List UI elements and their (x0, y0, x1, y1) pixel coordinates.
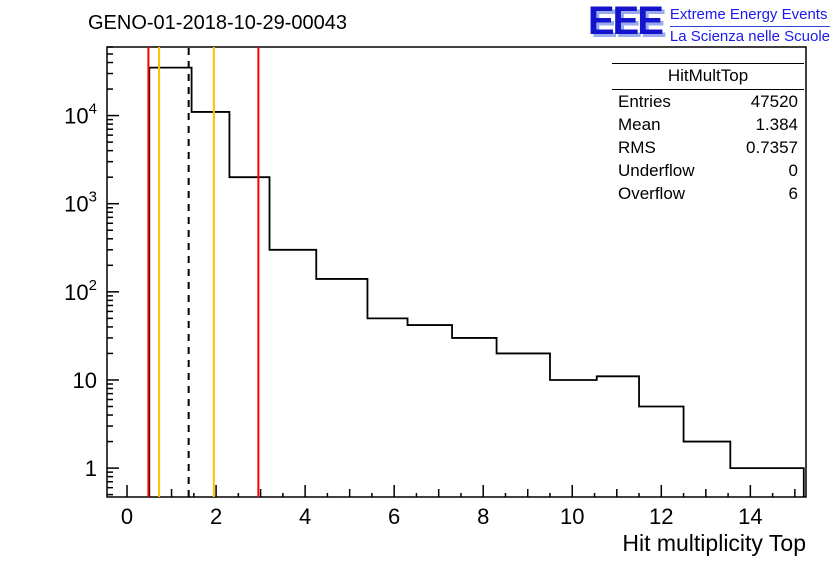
svg-text:8: 8 (477, 504, 489, 529)
stats-label: RMS (618, 138, 656, 157)
stats-row-entries: Entries 47520 (612, 90, 804, 113)
stats-box: HitMultTop Entries 47520 Mean 1.384 RMS … (612, 63, 804, 205)
stats-value: 1.384 (755, 115, 798, 134)
stats-box-title: HitMultTop (612, 64, 804, 90)
svg-text:102: 102 (64, 277, 97, 305)
stats-row-mean: Mean 1.384 (612, 113, 804, 136)
svg-text:10: 10 (560, 504, 584, 529)
stats-row-overflow: Overflow 6 (612, 182, 804, 205)
stats-row-rms: RMS 0.7357 (612, 136, 804, 159)
svg-text:103: 103 (64, 189, 97, 217)
eee-logo-acronym: EEE (587, 0, 664, 43)
plot-title: GENO-01-2018-10-29-00043 (88, 12, 348, 34)
stats-value: 0.7357 (746, 138, 798, 157)
svg-text:104: 104 (64, 101, 97, 129)
stats-value: 47520 (750, 92, 798, 111)
stats-row-underflow: Underflow 0 (612, 159, 804, 182)
svg-text:10: 10 (73, 368, 97, 393)
svg-text:14: 14 (738, 504, 762, 529)
svg-text:0: 0 (121, 504, 133, 529)
stats-label: Mean (618, 115, 661, 134)
eee-logo-text: Extreme Energy Events La Scienza nelle S… (669, 3, 830, 46)
stats-label: Entries (618, 92, 671, 111)
svg-text:4: 4 (299, 504, 311, 529)
svg-text:1: 1 (85, 456, 97, 481)
eee-logo-line1: Extreme Energy Events (669, 5, 830, 27)
stats-label: Overflow (618, 184, 686, 203)
svg-text:12: 12 (649, 504, 673, 529)
stats-label: Underflow (618, 161, 695, 180)
stats-value: 6 (788, 184, 798, 203)
x-axis-title: Hit multiplicity Top (622, 530, 806, 556)
eee-logo: EEE Extreme Energy Events La Scienza nel… (587, 0, 830, 46)
eee-logo-line2: La Scienza nelle Scuole (669, 27, 830, 45)
stats-value: 0 (788, 161, 798, 180)
svg-text:6: 6 (388, 504, 400, 529)
svg-text:2: 2 (210, 504, 222, 529)
